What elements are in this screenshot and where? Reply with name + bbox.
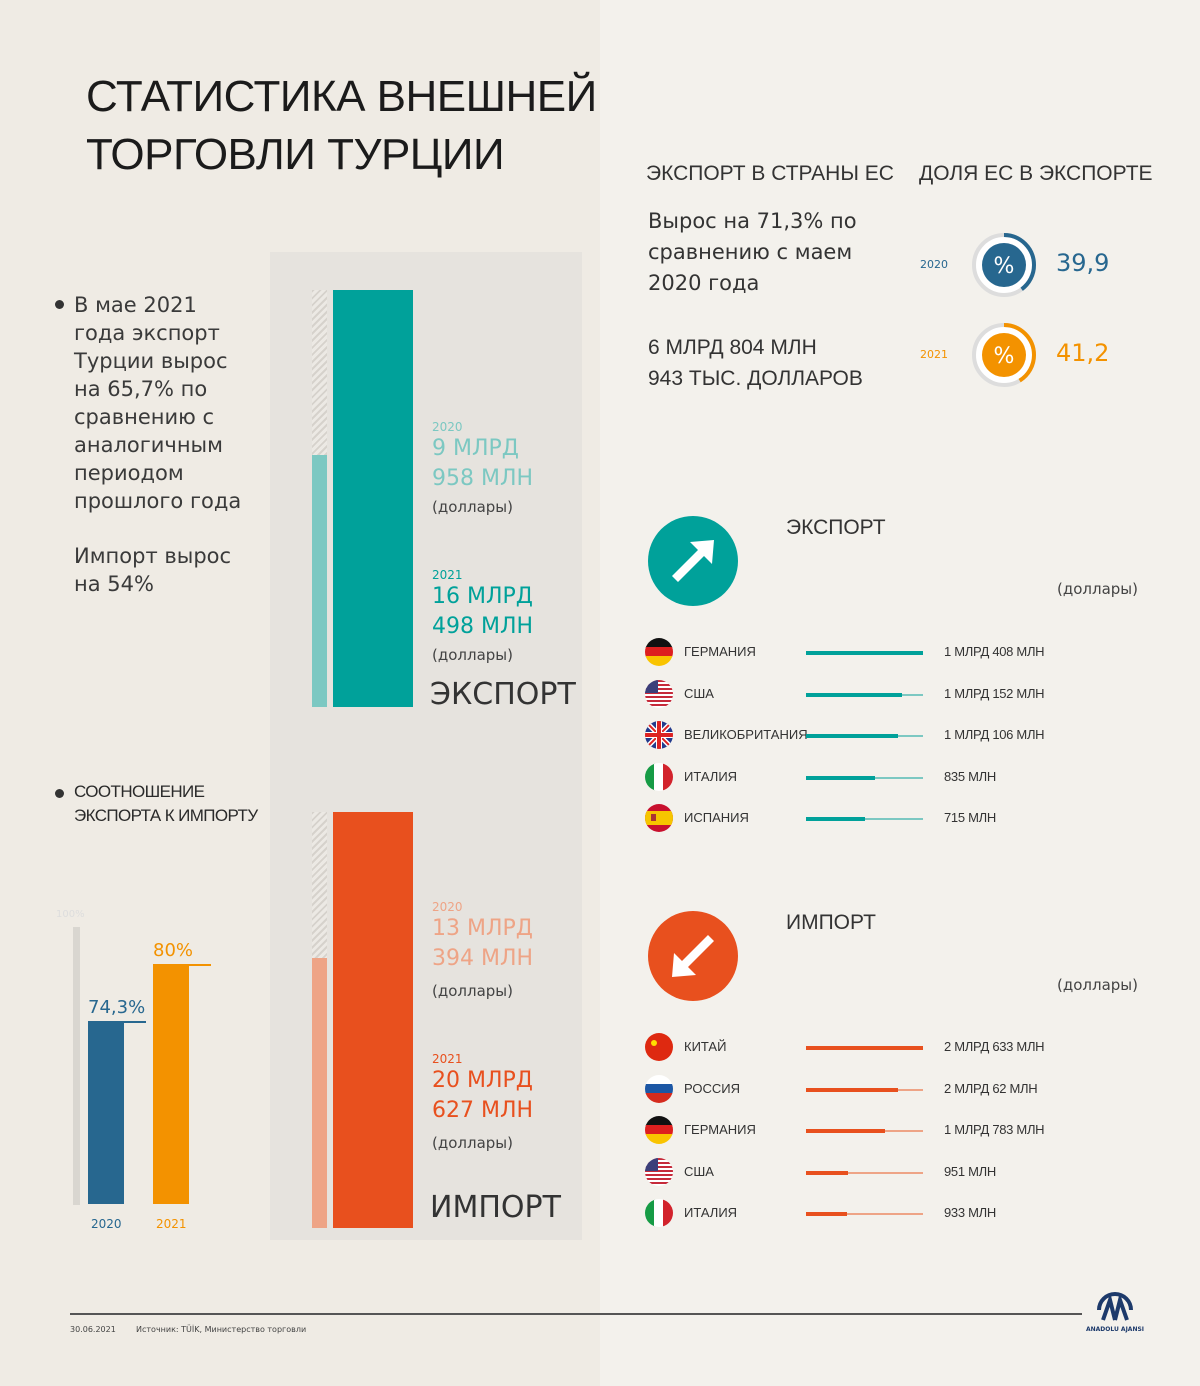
import-country-name: США [684, 1163, 714, 1179]
ratio-value-label: 74,3% [88, 997, 146, 1019]
export-country-bar [806, 775, 876, 780]
ratio-year-label: 2021 [156, 1217, 187, 1231]
export-country-bar [806, 651, 923, 655]
flag-de-icon [645, 638, 673, 666]
import-country-track [806, 1129, 923, 1134]
svg-text:%: % [994, 344, 1015, 369]
import-country-bar [806, 1046, 923, 1050]
export-country-value: 1 МЛРД 152 МЛН [944, 685, 1045, 701]
export-country-track [806, 651, 923, 655]
import-country-name: РОССИЯ [684, 1080, 741, 1096]
export-2021-label: 2021 16 МЛРД 498 МЛН (доллары) [432, 568, 534, 664]
donut-arc [972, 323, 1036, 387]
import-country-value: 2 МЛРД 633 МЛН [944, 1039, 1045, 1054]
export-country-value: 1 МЛРД 408 МЛН [944, 644, 1045, 659]
import-country-value: 1 МЛРД 783 МЛН [944, 1122, 1045, 1138]
eu-amount-text: 6 МЛРД 804 МЛН 943 ТЫС. ДОЛЛАРОВ [648, 336, 863, 390]
import-2021-label: 2021 20 МЛРД 627 МЛН (доллары) [432, 1052, 534, 1152]
donut-2020: % [970, 231, 1038, 299]
export-bar-2020 [312, 455, 327, 707]
import-bar-2020 [312, 957, 327, 1228]
export-note: В мае 2021 года экспорт Турции вырос на 65,… [54, 293, 242, 513]
ratio-line-2021 [153, 964, 211, 966]
export-unit: (доллары) [1057, 580, 1138, 598]
import-country-bar [806, 1129, 886, 1134]
export-country-name: ИСПАНИЯ [684, 810, 749, 826]
import-country-value: 2 МЛРД 62 МЛН [944, 1080, 1038, 1096]
ratio-title: СООТНОШЕНИЕ ЭКСПОРТА К ИМПОРТУ [55, 780, 258, 828]
donut-year-label: 2021 [920, 348, 948, 361]
flag-it-icon [645, 762, 673, 791]
import-country-track [806, 1212, 923, 1217]
export-country-track [806, 775, 923, 780]
donut-value-label: 39,9 [1056, 249, 1110, 277]
flag-it-icon [645, 1199, 673, 1228]
export-country-name: ВЕЛИКОБРИТАНИЯ [684, 727, 808, 743]
export-country-bar [806, 692, 902, 697]
flag-es-icon [645, 804, 673, 833]
import-unit: (доллары) [1057, 976, 1138, 994]
export-country-name: ГЕРМАНИЯ [684, 644, 756, 659]
flag-de-icon [645, 1116, 673, 1145]
flag-ru-icon [645, 1074, 673, 1103]
ratio-line-2020 [88, 1021, 146, 1024]
ratio-bar-2021 [153, 964, 189, 1204]
export-country-track [806, 692, 923, 697]
import-country-bar [806, 1170, 849, 1175]
page-title: СТАТИСТИКА ВНЕШНЕЙ ТОРГОВЛИ ТУРЦИИ [86, 72, 597, 179]
ratio-bar-2020 [88, 1021, 124, 1204]
import-2020-label: 2020 13 МЛРД 394 МЛН (доллары) [432, 900, 534, 1000]
flag-us-icon [645, 679, 673, 708]
ratio-axis [73, 927, 80, 1205]
export-bar-title: ЭКСПОРТ [430, 677, 576, 712]
import-bar-title: ИМПОРТ [430, 1190, 561, 1225]
import-arrow-icon [648, 911, 738, 1001]
eu-export-header: ЭКСПОРТ В СТРАНЫ ЕС [646, 162, 894, 185]
footer-date: 30.06.2021 [70, 1325, 116, 1334]
export-country-value: 1 МЛРД 106 МЛН [944, 727, 1045, 743]
import-country-name: ИТАЛИЯ [684, 1205, 738, 1221]
export-arrow-icon [648, 516, 738, 606]
export-country-track [806, 734, 923, 739]
import-country-value: 933 МЛН [944, 1205, 996, 1221]
flag-us-icon [645, 1157, 673, 1186]
donut-year-label: 2020 [920, 258, 948, 271]
flag-gb-icon [645, 721, 673, 750]
import-country-name: ГЕРМАНИЯ [684, 1122, 756, 1138]
eu-growth-text: Вырос на 71,3% по сравнению с маем 2020 го… [648, 209, 857, 295]
import-country-bar [806, 1212, 848, 1217]
donut-2021: % [970, 321, 1038, 389]
footer-source: Источник: TÜİK, Министерство торговли [136, 1325, 307, 1334]
ratio-max-label: 100% [56, 909, 85, 920]
export-country-value: 835 МЛН [944, 768, 996, 784]
import-country-track [806, 1046, 923, 1050]
import-country-name: КИТАЙ [684, 1039, 727, 1054]
import-country-track [806, 1170, 923, 1175]
export-2020-label: 2020 9 МЛРД 958 МЛН (доллары) [432, 420, 534, 516]
import-note: Импорт вырос на 54% [74, 544, 232, 596]
export-country-name: ИТАЛИЯ [684, 768, 738, 784]
export-country-value: 715 МЛН [944, 810, 996, 826]
import-country-value: 951 МЛН [944, 1163, 996, 1179]
import-bar-2021 [333, 812, 413, 1228]
import-country-track [806, 1087, 923, 1092]
ratio-value-label: 80% [153, 940, 194, 961]
import-countries-title: ИМПОРТ [786, 911, 876, 934]
export-country-track [806, 817, 923, 822]
export-country-name: США [684, 685, 714, 701]
flag-cn-icon [645, 1033, 673, 1061]
import-country-bar [806, 1087, 898, 1092]
export-country-bar [806, 817, 866, 822]
donut-arc [972, 233, 1036, 297]
svg-text:%: % [994, 254, 1015, 279]
export-bar-2021 [333, 290, 413, 707]
eu-share-header: ДОЛЯ ЕС В ЭКСПОРТЕ [919, 162, 1153, 185]
donut-value-label: 41,2 [1056, 339, 1110, 367]
anadolu-logo: ANADOLU AJANSI [1083, 1288, 1147, 1333]
export-country-bar [806, 734, 898, 739]
ratio-year-label: 2020 [91, 1217, 122, 1231]
export-countries-title: ЭКСПОРТ [786, 516, 886, 539]
footer-divider [70, 1313, 1082, 1315]
